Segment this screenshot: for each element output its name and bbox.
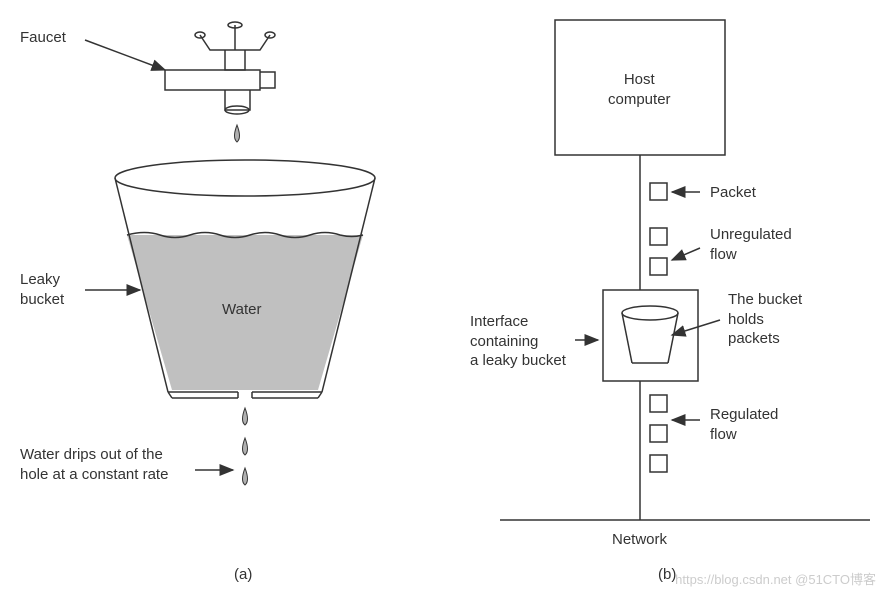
label-host-computer: Host computer [608,70,671,109]
water-drop-icon [243,438,248,455]
label-leaky-bucket: Leaky bucket [20,270,64,309]
water-drop-icon [243,408,248,425]
label-water-drips: Water drips out of the hole at a constan… [20,445,168,484]
watermark-text: https://blog.csdn.net @51CTO博客 [675,569,876,588]
label-interface: Interface containing a leaky bucket [470,312,566,371]
leaky-bucket-diagram: Faucet Leaky bucket Water Water drips ou… [0,0,886,598]
water-drop-icon [243,468,248,485]
caption-a: (a) [234,565,252,585]
packet-box [650,395,667,412]
packet-box [650,183,667,200]
small-bucket-icon [622,306,678,363]
faucet-icon [165,22,275,114]
label-faucet: Faucet [20,28,66,48]
label-bucket-holds: The bucket holds packets [728,290,802,349]
label-packet: Packet [710,183,756,203]
packet-box [650,455,667,472]
packet-box [650,228,667,245]
arrow-unregulated [672,248,700,260]
bucket-icon [115,160,375,400]
label-network: Network [612,530,667,550]
caption-b: (b) [658,565,676,585]
arrow-bucket-holds [672,320,720,335]
packet-box [650,425,667,442]
interface-box [603,290,698,381]
arrow-faucet [85,40,165,70]
label-water: Water [222,300,261,320]
label-regulated: Regulated flow [710,405,778,444]
packet-box [650,258,667,275]
label-unregulated: Unregulated flow [710,225,792,264]
water-drop-icon [235,125,240,142]
